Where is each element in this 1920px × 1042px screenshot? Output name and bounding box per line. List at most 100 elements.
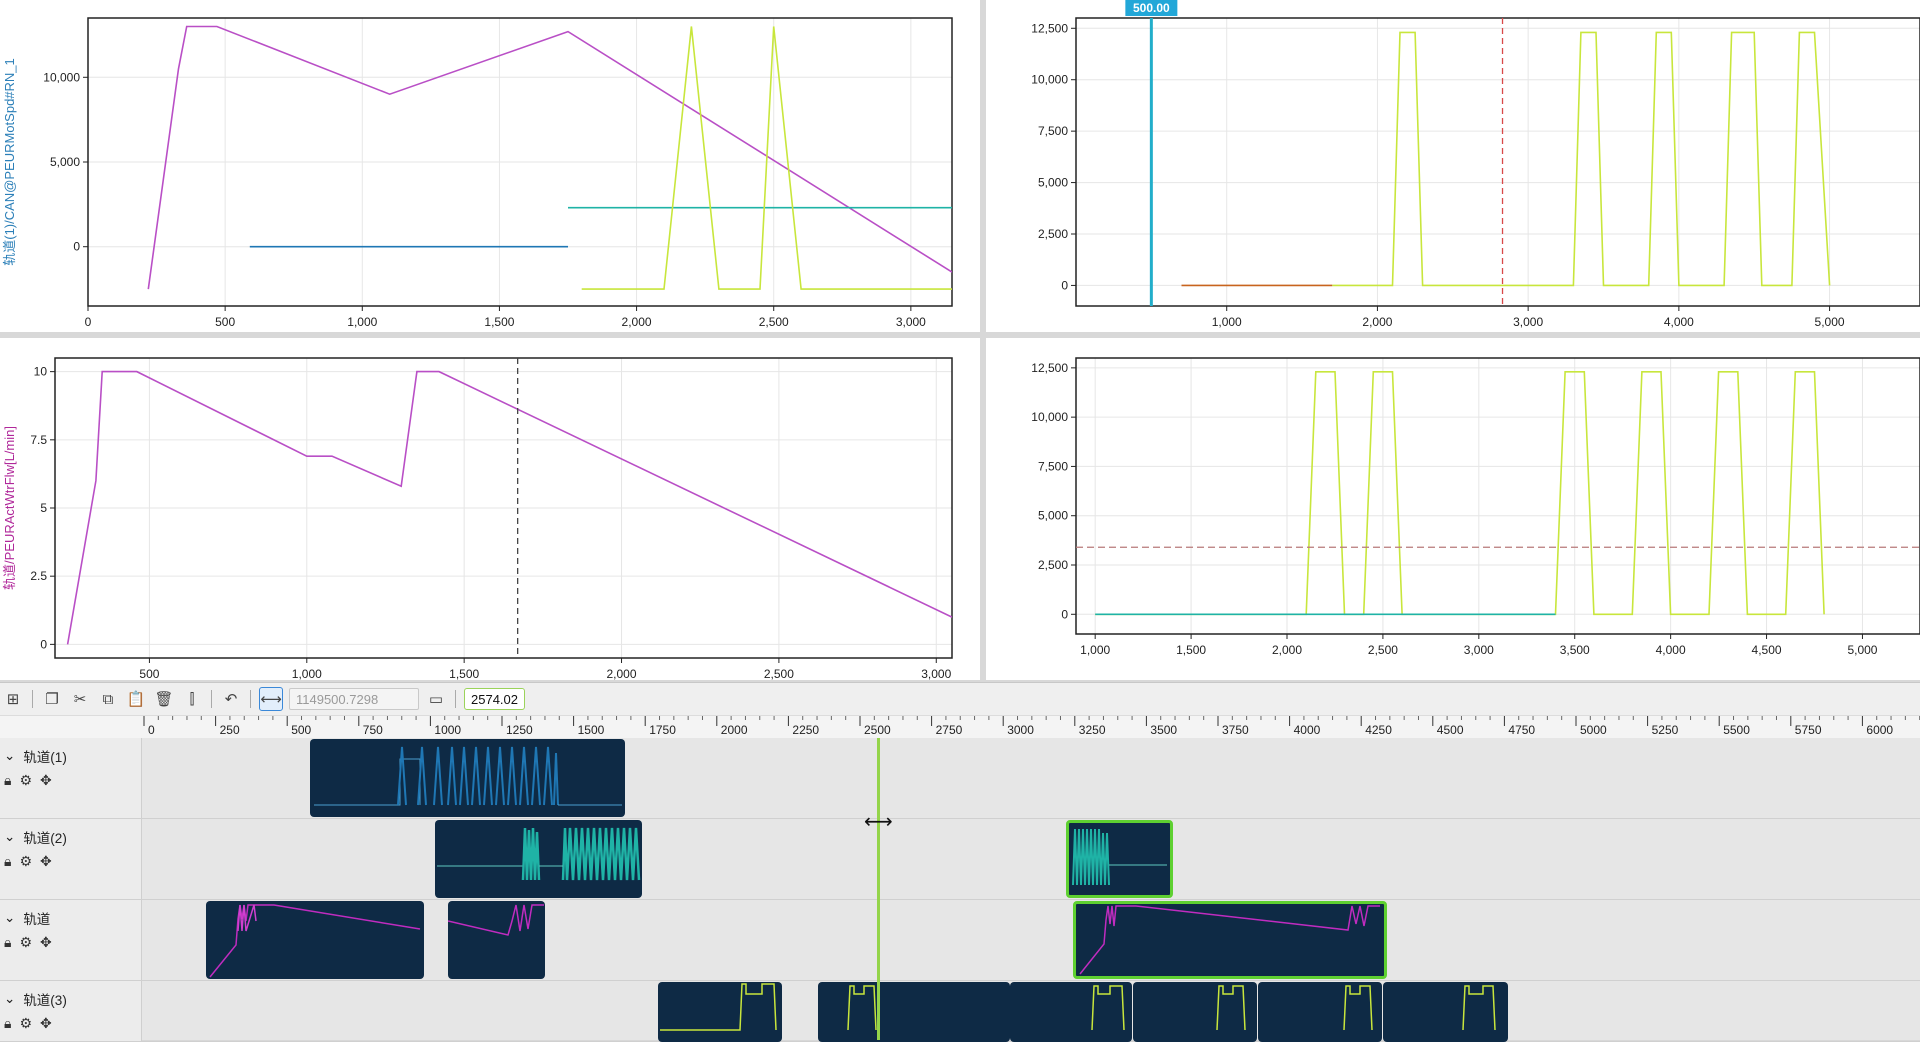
ruler-label: 3750: [1222, 723, 1249, 737]
cut-icon[interactable]: ✂: [73, 691, 87, 708]
ruler-label: 4750: [1508, 723, 1535, 737]
chart-svg: 1,000 2,000 3,000 4,000 5,000 0 2,500 5,000 7,50…: [1031, 0, 1920, 329]
ruler-label: 4500: [1437, 723, 1464, 737]
y-tick-label: 0: [40, 637, 47, 651]
clip-wave: [448, 904, 544, 936]
chevron-down-icon[interactable]: ⌄: [4, 748, 16, 763]
y-tick-label: 10: [34, 365, 48, 379]
resize-cursor-icon: ⟷: [864, 811, 893, 833]
clip[interactable]: [818, 982, 1010, 1042]
chart-panel-bottom-left[interactable]: 500 1,000 1,500 2,000 2,500 3,000 0 2.5 5 7.5 10 轨道…: [0, 338, 980, 680]
add-track-icon[interactable]: ⊞: [6, 691, 20, 708]
clip[interactable]: [1258, 982, 1382, 1042]
chart-svg: 1,000 1,500 2,000 2,500 3,000 3,500 4,000 4,500…: [1031, 357, 1920, 657]
chart-panel-top-right[interactable]: 1,000 2,000 3,000 4,000 5,000 0 2,500 5,000 7,50…: [986, 0, 1920, 332]
y-tick-label: 10,000: [1031, 73, 1068, 87]
clip-wave: [1079, 905, 1380, 975]
x-tick-label: 0: [85, 315, 92, 329]
ruler-label: 3500: [1150, 723, 1177, 737]
x-tick-label: 1,000: [1212, 315, 1242, 329]
x-tick-label: 2,500: [1368, 643, 1398, 657]
y-tick-label: 5,000: [1038, 509, 1068, 523]
y-tick-label: 5: [40, 501, 47, 515]
lock-icon[interactable]: 🔒︎: [4, 1015, 12, 1031]
ruler-label: 1500: [578, 723, 605, 737]
clip[interactable]: [310, 739, 625, 817]
y-tick-label: 7,500: [1038, 124, 1068, 138]
delete-icon[interactable]: 🗑: [154, 691, 174, 708]
lock-icon[interactable]: 🔒︎: [4, 772, 12, 788]
move-icon[interactable]: ✥: [40, 772, 52, 788]
playhead[interactable]: [877, 738, 880, 1040]
move-icon[interactable]: ✥: [40, 853, 52, 869]
clip-wave: [847, 985, 877, 1031]
duplicate-icon[interactable]: ⧉: [102, 690, 114, 708]
fit-range-icon[interactable]: ⟷: [259, 687, 283, 711]
x-tick-label: 5,000: [1815, 315, 1845, 329]
y-tick-label: 2.5: [30, 569, 47, 583]
clip-wave: [1343, 985, 1373, 1031]
clip-wave: [437, 827, 641, 881]
x-tick-label: 1,000: [1080, 643, 1110, 657]
track-label: 轨道(2): [23, 831, 67, 846]
x-tick-label: 3,500: [1560, 643, 1590, 657]
ruler-label: 5750: [1795, 723, 1822, 737]
undo-icon[interactable]: ↶: [224, 691, 238, 708]
x-tick-label: 2,000: [622, 315, 652, 329]
chart-svg: 0 500 1,000 1,500 2,000 2,500 3,000 0 5,000 10,00…: [2, 17, 953, 329]
timeline-ruler[interactable]: 0 250 500 750 1000 1250 1500 1750 2000 2250 2500 27…: [0, 716, 1920, 739]
clip[interactable]: [206, 901, 424, 979]
clip[interactable]: [658, 982, 782, 1042]
gear-icon[interactable]: ⚙: [19, 772, 33, 788]
ruler-label: 1750: [649, 723, 676, 737]
x-tick-label: 1,500: [449, 667, 479, 680]
copy-clip-icon[interactable]: ❐: [45, 691, 59, 708]
clip-selected[interactable]: [1073, 901, 1387, 979]
move-icon[interactable]: ✥: [40, 1015, 52, 1031]
chevron-down-icon[interactable]: ⌄: [4, 991, 16, 1006]
ruler-label: 0: [148, 723, 155, 737]
toolbar-separator: [32, 690, 33, 708]
clip-wave: [1091, 985, 1125, 1031]
chevron-down-icon[interactable]: ⌄: [4, 910, 16, 925]
time-field[interactable]: 1149500.7298: [289, 688, 419, 710]
ruler-label: 4250: [1365, 723, 1392, 737]
lock-icon[interactable]: 🔒︎: [4, 853, 12, 869]
gear-icon[interactable]: ⚙: [19, 934, 33, 950]
track-row: ⌄ 轨道(1) 🔒︎ ⚙ ✥: [0, 738, 1920, 819]
track-row: ⌄ 轨道(2) 🔒︎ ⚙ ✥: [0, 819, 1920, 900]
clip-selected[interactable]: [1066, 820, 1173, 898]
gear-icon[interactable]: ⚙: [19, 1015, 33, 1031]
monitor-icon[interactable]: ▭: [428, 691, 444, 708]
x-tick-label: 1,000: [347, 315, 377, 329]
ruler-label: 2250: [792, 723, 819, 737]
current-value-field[interactable]: 2574.02: [464, 688, 525, 710]
series-line: [1332, 31, 1831, 287]
clip[interactable]: [448, 901, 545, 979]
clip[interactable]: [435, 820, 642, 898]
gear-icon[interactable]: ⚙: [19, 853, 33, 869]
plot-frame: [1075, 357, 1920, 635]
lock-icon[interactable]: 🔒︎: [4, 934, 12, 950]
x-tick-label: 4,500: [1752, 643, 1782, 657]
toolbar-separator: [455, 690, 456, 708]
toolbar-separator: [250, 690, 251, 708]
ruler-label: 5250: [1652, 723, 1679, 737]
clip-wave: [209, 904, 421, 978]
chevron-down-icon[interactable]: ⌄: [4, 829, 16, 844]
clip[interactable]: [1010, 982, 1132, 1042]
move-icon[interactable]: ✥: [40, 934, 52, 950]
chart-panel-bottom-right[interactable]: 1,000 1,500 2,000 2,500 3,000 3,500 4,000 4,500…: [986, 338, 1920, 680]
split-icon[interactable]: ⫿: [189, 690, 195, 708]
ruler-label: 5500: [1723, 723, 1750, 737]
clip-wave: [1072, 828, 1167, 886]
clip-wave: [660, 983, 777, 1031]
clip[interactable]: [1383, 982, 1508, 1042]
chart-panel-top-left[interactable]: 0 500 1,000 1,500 2,000 2,500 3,000 0 5,000 10,00…: [0, 0, 980, 332]
clip-wave: [1216, 985, 1246, 1031]
y-axis-label: 轨道(1)/CAN@PEURMotSpd#RN_1: [2, 58, 17, 266]
series-line: [66, 370, 952, 645]
clip[interactable]: [1133, 982, 1257, 1042]
series-line: [1095, 370, 1825, 616]
paste-icon[interactable]: 📋: [126, 691, 146, 708]
